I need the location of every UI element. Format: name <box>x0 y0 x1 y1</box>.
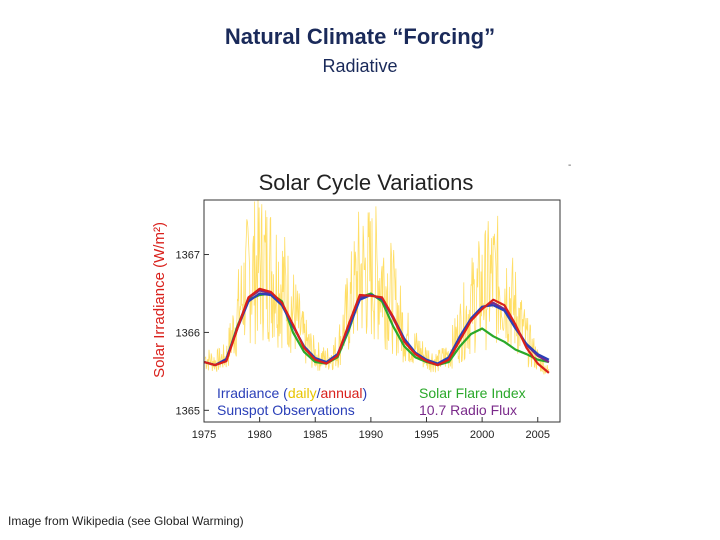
x-tick-label: 1985 <box>303 429 327 441</box>
ticks-layer: 1975 1980 1985 1990 1995 2000 2005 1365 1366 1367 <box>176 250 550 441</box>
x-tick-label: 1980 <box>247 429 271 441</box>
legend-irradiance-prefix: Irradiance ( <box>217 385 288 401</box>
chart-title: Solar Cycle Variations <box>259 170 474 195</box>
chart-svg: Solar Cycle Variations Solar Irradiance … <box>151 170 561 441</box>
x-tick-label: 1995 <box>414 429 438 441</box>
legend-irradiance: Irradiance (daily/annual) <box>217 385 367 401</box>
series-layer <box>203 287 550 374</box>
y-tick-label: 1365 <box>176 405 200 417</box>
solar-cycle-chart: Solar Cycle Variations Solar Irradiance … <box>140 150 580 450</box>
dot-mark: - <box>568 160 572 171</box>
legend-radio: 10.7 Radio Flux <box>419 402 517 418</box>
slide-subtitle: Radiative <box>322 56 398 76</box>
y-axis-label: Solar Irradiance (W/m²) <box>151 222 168 378</box>
legend-daily: daily <box>288 385 317 401</box>
daily-irradiance-layer <box>204 199 550 375</box>
legend-flare: Solar Flare Index <box>419 385 526 401</box>
series-annual-line <box>203 287 550 374</box>
y-tick-label: 1367 <box>176 250 200 262</box>
legend-sunspot: Sunspot Observations <box>217 402 355 418</box>
x-tick-label: 2005 <box>526 429 550 441</box>
legend-slash: / <box>317 385 321 401</box>
x-tick-label: 2000 <box>470 429 494 441</box>
x-tick-label: 1990 <box>359 429 383 441</box>
legend-irradiance-suffix: ) <box>363 385 368 401</box>
slide-title: Natural Climate “Forcing” <box>224 24 496 49</box>
y-tick-label: 1366 <box>176 327 200 339</box>
image-caption: Image from Wikipedia (see Global Warming… <box>8 514 244 528</box>
legend-annual: annual <box>321 385 363 401</box>
plot-frame <box>203 199 561 423</box>
x-tick-label: 1975 <box>192 429 216 441</box>
daily-irradiance-line <box>204 199 550 375</box>
